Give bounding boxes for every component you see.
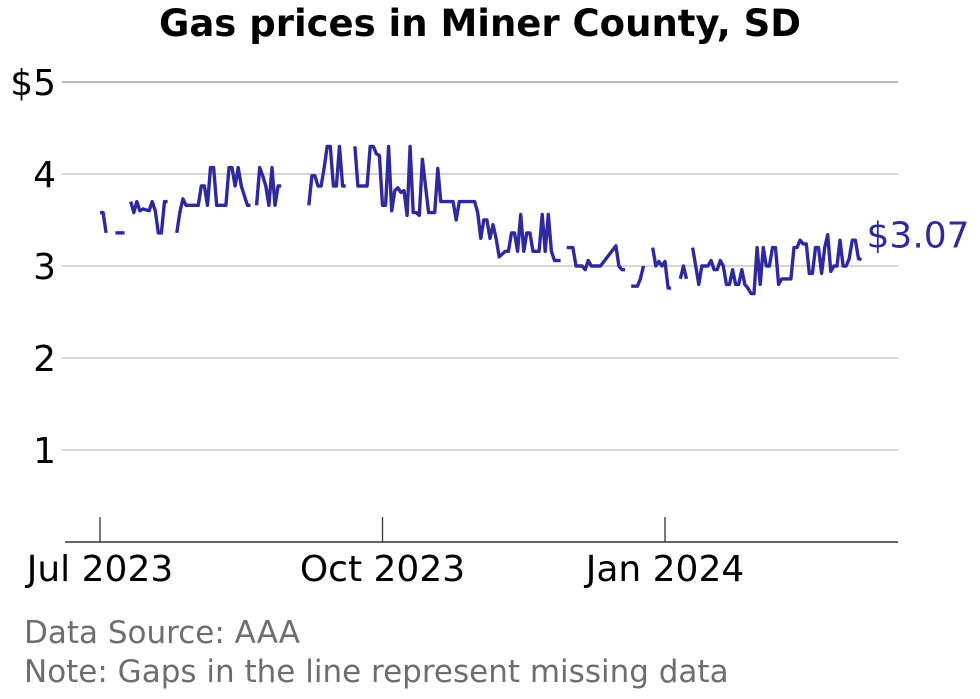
x-tick-label: Jan 2024 <box>584 549 745 590</box>
axis-ticks: 1 2 3 4 $5 Jul 2023 Oct 2023 Jan 2024 <box>10 63 744 590</box>
chart-title: Gas prices in Miner County, SD <box>158 2 802 45</box>
price-line-segment <box>307 144 346 206</box>
price-line-segment <box>651 247 672 290</box>
price-line-segment <box>631 265 646 288</box>
price-line-segment <box>690 233 863 296</box>
price-line-segment <box>254 165 282 207</box>
y-tick-label: 2 <box>33 339 56 380</box>
y-tick-label: $5 <box>10 63 56 104</box>
x-tick-label: Jul 2023 <box>25 549 174 590</box>
y-tick-label: 3 <box>33 247 56 288</box>
y-tick-label: 1 <box>33 431 56 472</box>
missing-data-note: Note: Gaps in the line represent missing… <box>24 654 729 690</box>
data-source-note: Data Source: AAA <box>24 615 300 651</box>
price-line-segment <box>175 165 251 234</box>
price-line <box>100 144 863 296</box>
price-line-segment <box>129 199 168 235</box>
price-line-segment <box>353 144 561 263</box>
latest-price-label: $3.07 <box>867 216 970 257</box>
price-line-segment <box>678 264 689 280</box>
gridlines <box>62 81 898 543</box>
y-tick-label: 4 <box>33 155 56 196</box>
data-labels: $3.07 <box>867 216 970 257</box>
x-tick-label: Oct 2023 <box>300 549 465 590</box>
price-line-segment <box>566 244 626 272</box>
price-line-segment <box>100 210 108 234</box>
